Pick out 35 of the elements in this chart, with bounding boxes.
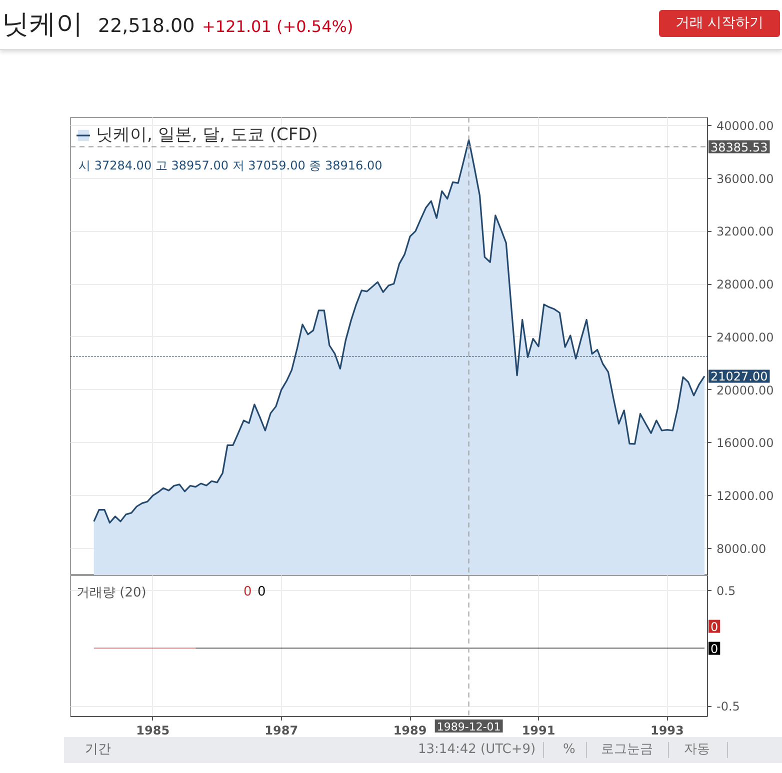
- text: 13:14:42 (UTC+9): [418, 741, 536, 759]
- x-tick-label: 1993: [650, 724, 684, 738]
- y-tick-label: 32000.00: [716, 224, 774, 239]
- y-tick-label: 20000.00: [716, 383, 774, 398]
- text: %: [563, 741, 576, 759]
- text: +121.01 (+0.54%): [202, 16, 354, 38]
- text: 22,518.00: [98, 14, 195, 39]
- y-tick-label: 24000.00: [716, 330, 774, 344]
- text: 0: [710, 620, 718, 634]
- y-tick-label: 16000.00: [716, 436, 774, 450]
- annotation: 시 37284.00 고 38957.00 저 37059.00 종 38916.00: [78, 158, 382, 172]
- data-label: 21027.00: [710, 370, 768, 384]
- x-tick-label: 1987: [264, 724, 298, 738]
- ref-line-label: 38385.53: [710, 140, 768, 154]
- text: 거래 시작하기: [659, 10, 780, 37]
- annotation: 0: [244, 584, 252, 600]
- text: 로그눈금: [601, 741, 653, 759]
- text: 거래량 (20): [76, 586, 146, 600]
- y-tick-label: 40000.00: [716, 118, 774, 133]
- x-tick-label: 1989: [393, 724, 427, 738]
- text: 자동: [684, 741, 710, 759]
- ref-line-label: 1989-12-01: [436, 720, 501, 734]
- y-tick-label: 8000.00: [716, 542, 766, 556]
- y-tick-label: 0.5: [716, 584, 736, 598]
- y-tick-label: 12000.00: [716, 489, 774, 504]
- y-tick-label: 28000.00: [716, 278, 774, 292]
- y-tick-label: -0.5: [716, 700, 740, 714]
- legend-label: 닛케이, 일본, 달, 도쿄 (CFD): [96, 124, 318, 146]
- text: 기간: [85, 741, 111, 759]
- x-tick-label: 1991: [522, 724, 556, 738]
- y-tick-label: 36000.00: [716, 172, 774, 186]
- annotation: 0: [258, 584, 266, 600]
- chart-title: 닛케이: [2, 8, 83, 42]
- data-label: 0: [710, 642, 718, 656]
- x-tick-label: 1985: [136, 724, 170, 738]
